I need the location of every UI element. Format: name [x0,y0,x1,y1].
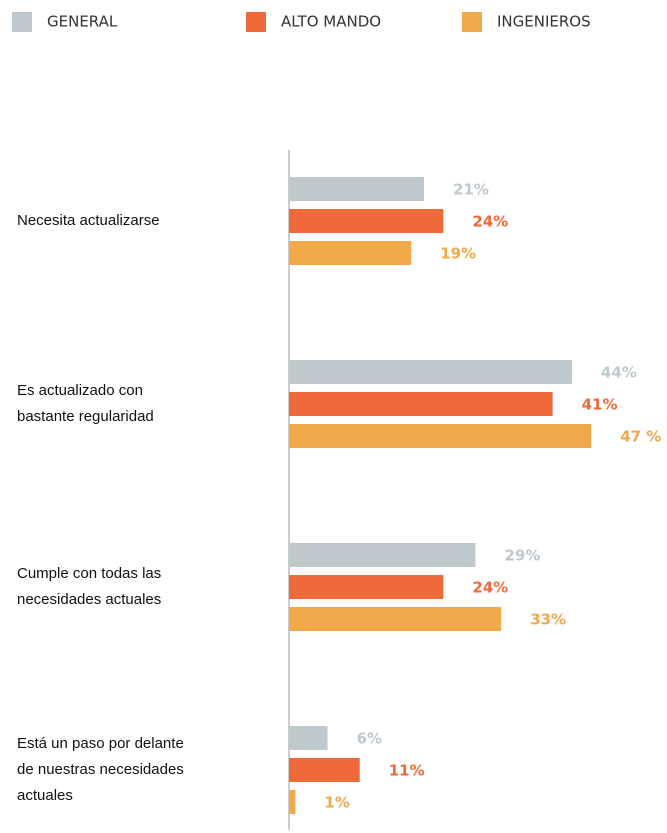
value-label: 44% [601,364,637,382]
category-label: Está un paso por delante [17,735,184,752]
bar [289,543,476,567]
bar [289,726,328,750]
value-label: 21% [453,181,489,199]
legend-swatch [462,12,482,32]
bar [289,177,425,201]
category-label: Necesita actualizarse [17,212,160,229]
value-label: 33% [530,611,566,629]
bar [289,209,444,233]
bar [289,790,296,814]
bar [289,575,444,599]
value-label: 11% [389,762,425,780]
category-label: Cumple con todas las [17,565,161,582]
bar [289,758,360,782]
legend-label: ALTO MANDO [281,13,381,31]
value-label: 24% [472,579,508,597]
value-label: 47 % [620,428,661,446]
bar [289,424,592,448]
value-label: 6% [357,730,382,748]
value-label: 41% [582,396,618,414]
category-label: actuales [17,787,73,804]
bar [289,360,572,384]
bar [289,607,502,631]
category-label: de nuestras necesidades [17,761,184,778]
legend-label: GENERAL [47,13,118,31]
legend-label: INGENIEROS [497,13,591,31]
category-label: Es actualizado con [17,382,143,399]
bar [289,392,553,416]
value-label: 29% [504,547,540,565]
value-label: 19% [440,245,476,263]
value-label: 24% [472,213,508,231]
bar [289,241,412,265]
legend-swatch [12,12,32,32]
category-label: necesidades actuales [17,591,161,608]
value-label: 1% [324,794,349,812]
category-label: bastante regularidad [17,408,154,425]
legend-swatch [246,12,266,32]
